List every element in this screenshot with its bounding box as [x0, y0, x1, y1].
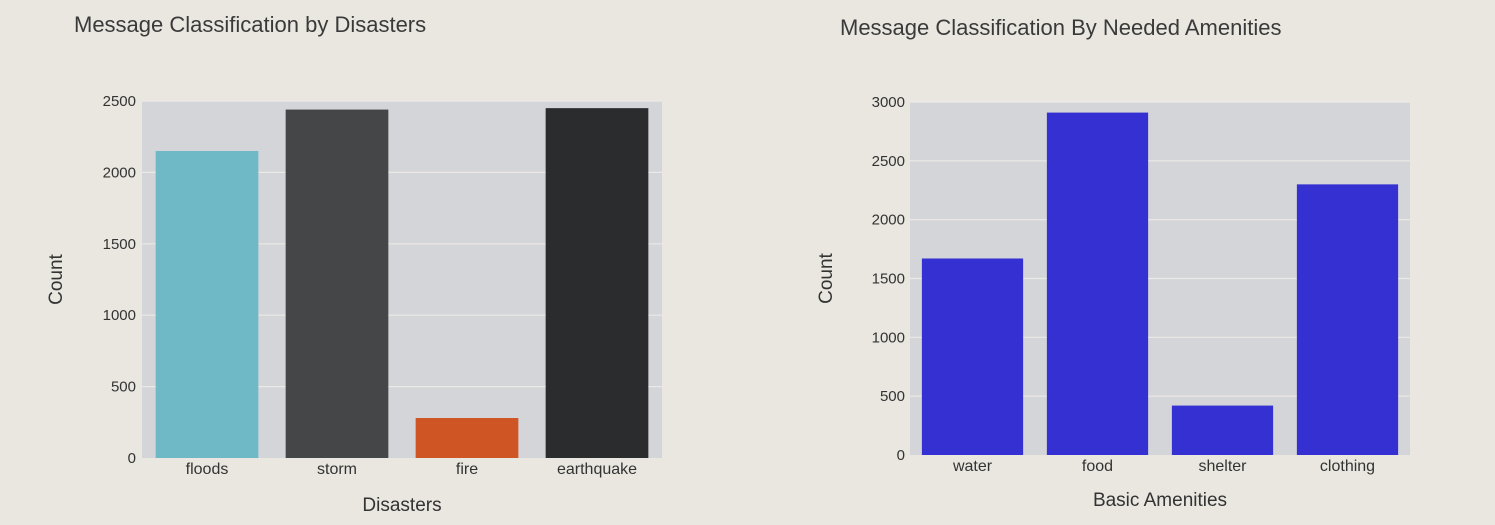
y-tick-label: 2500	[103, 93, 136, 110]
y-tick-label: 3000	[872, 94, 905, 111]
chart-title: Message Classification By Needed Ameniti…	[840, 15, 1282, 40]
bar-floods	[155, 150, 259, 459]
x-tick-label: storm	[317, 461, 357, 478]
y-tick-label: 0	[897, 447, 905, 464]
y-tick-label: 1000	[103, 307, 136, 324]
x-tick-label: floods	[186, 461, 229, 478]
x-tick-label: water	[952, 458, 993, 475]
bar-shelter	[1171, 405, 1274, 455]
disasters-bar-plot[interactable]: 0 500 1000 1500 2000 2500 floods storm fire earth…	[0, 0, 740, 525]
y-tick-label: 2500	[872, 153, 905, 170]
y-tick-label: 2000	[103, 164, 136, 181]
y-tick-label: 1500	[872, 271, 905, 288]
y-tick-label: 1500	[103, 236, 136, 253]
y-axis-label: Count	[46, 253, 67, 304]
y-tick-label: 500	[880, 388, 905, 405]
amenities-bar-plot[interactable]: 0 500 1000 1500 2000 2500 3000 water food shelter…	[770, 0, 1495, 525]
y-tick-label: 500	[111, 379, 136, 396]
bar-storm	[285, 109, 389, 459]
chart-title: Message Classification by Disasters	[74, 12, 427, 37]
disasters-chart: Message Classification by Disasters 0 500…	[0, 0, 740, 525]
x-tick-label: earthquake	[557, 461, 637, 478]
y-axis-label: Count	[816, 252, 837, 303]
bar-fire	[415, 418, 519, 458]
x-tick-label: clothing	[1320, 458, 1375, 475]
x-tick-label: food	[1082, 458, 1113, 475]
x-tick-label: fire	[456, 461, 478, 478]
y-tick-label: 0	[128, 450, 136, 467]
bar-earthquake	[545, 108, 649, 458]
amenities-chart: Message Classification By Needed Ameniti…	[770, 0, 1495, 525]
x-axis-label: Basic Amenities	[1093, 490, 1227, 511]
y-tick-label: 1000	[872, 329, 905, 346]
x-tick-label: shelter	[1198, 458, 1247, 475]
y-tick-label: 2000	[872, 212, 905, 229]
bar-water	[921, 258, 1024, 455]
bar-food	[1046, 112, 1149, 455]
bar-clothing	[1296, 184, 1399, 455]
x-axis-label: Disasters	[362, 495, 441, 516]
